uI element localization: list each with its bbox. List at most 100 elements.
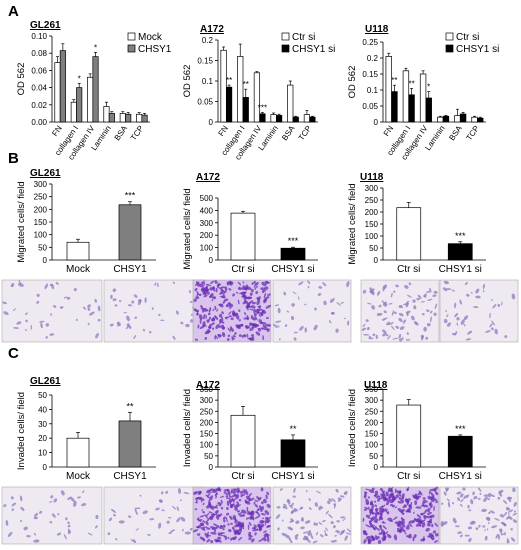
stained-cell <box>252 323 256 327</box>
stained-cell <box>324 529 327 536</box>
stained-cell <box>199 317 202 325</box>
stained-cell <box>338 498 342 502</box>
micrograph-background <box>272 279 352 343</box>
stained-cell <box>82 306 87 310</box>
stained-cell <box>243 317 249 320</box>
y-tick-label: 200 <box>365 418 379 427</box>
stained-cell <box>39 510 43 514</box>
stained-cell <box>240 511 243 514</box>
stained-cell <box>109 323 114 327</box>
stained-cell <box>81 503 87 507</box>
stained-cell <box>180 321 184 325</box>
stained-cell <box>493 517 500 521</box>
stained-cell <box>362 530 366 535</box>
stained-cell <box>426 308 428 312</box>
stained-cell <box>114 304 118 307</box>
stained-cell <box>232 488 237 493</box>
stained-cell <box>345 532 351 535</box>
stained-cell <box>144 297 147 303</box>
stained-cell <box>211 318 215 322</box>
stained-cell <box>336 520 340 523</box>
stained-cell <box>398 496 401 500</box>
stained-cell <box>471 520 475 524</box>
stained-cell <box>428 488 432 495</box>
stained-cell <box>402 524 406 528</box>
stained-cell <box>208 307 212 313</box>
stained-cell <box>459 531 463 534</box>
stained-cell <box>323 300 327 306</box>
stained-cell <box>369 489 375 494</box>
y-tick-label: 0 <box>209 118 214 127</box>
stained-cell <box>429 503 433 509</box>
y-tick-label: 250 <box>34 193 48 202</box>
stained-cell <box>127 304 133 307</box>
stained-cell <box>399 338 403 342</box>
stained-cell <box>87 532 93 536</box>
stained-cell <box>112 514 117 517</box>
bar <box>141 114 148 123</box>
stained-cell <box>435 491 439 496</box>
stained-cell <box>213 523 218 527</box>
stained-cell <box>391 310 395 316</box>
stained-cell <box>502 499 508 505</box>
stained-cell <box>392 337 399 340</box>
stained-cell <box>381 300 384 303</box>
chart-B-GL261: GL261 0 50 100 150 200 250 300 Migrated cells/ f… <box>16 168 156 275</box>
stained-cell <box>333 503 336 506</box>
stained-cell <box>252 529 259 532</box>
y-tick-label: 0.08 <box>31 49 47 58</box>
x-tick-label: FN <box>216 124 230 138</box>
stained-cell <box>500 530 503 534</box>
stained-cell <box>390 292 393 298</box>
y-tick-label: 300 <box>200 396 214 405</box>
micrograph-background <box>103 279 205 343</box>
stained-cell <box>218 514 222 517</box>
x-tick-label: FN <box>382 124 396 138</box>
stained-cell <box>451 502 455 505</box>
significance-label: ** <box>243 80 249 89</box>
micrograph-background <box>439 486 519 545</box>
stained-cell <box>464 281 468 286</box>
stained-cell <box>249 292 253 296</box>
stained-cell <box>33 532 37 536</box>
stained-cell <box>220 316 224 319</box>
stained-cell <box>370 289 375 296</box>
bar <box>136 113 143 123</box>
stained-cell <box>212 316 216 319</box>
legend-label: CHSY1 <box>138 44 172 55</box>
stained-cell <box>248 493 252 498</box>
stained-cell <box>263 298 267 304</box>
y-axis-label: Migrated cells/ field <box>16 181 27 262</box>
stained-cell <box>440 520 444 528</box>
stained-cell <box>383 522 386 524</box>
stained-cell <box>210 512 215 519</box>
stained-cell <box>251 301 256 305</box>
stained-cell <box>466 494 470 499</box>
stained-cell <box>223 519 226 523</box>
bar <box>125 113 132 123</box>
stained-cell <box>396 520 401 526</box>
bar <box>230 414 256 468</box>
stained-cell <box>198 293 202 297</box>
stained-cell <box>513 510 516 513</box>
stained-cell <box>394 488 397 494</box>
stained-cell <box>137 299 142 306</box>
chart-title: GL261 <box>30 168 61 179</box>
stained-cell <box>382 333 387 337</box>
stained-cell <box>277 527 280 531</box>
stained-cell <box>334 534 337 537</box>
stained-cell <box>425 291 432 293</box>
stained-cell <box>240 523 244 527</box>
stained-cell <box>430 316 432 323</box>
stained-cell <box>315 490 321 494</box>
stained-cell <box>293 337 297 341</box>
stained-cell <box>10 284 14 287</box>
stained-cell <box>366 326 370 331</box>
stained-cell <box>210 322 215 326</box>
stained-cell <box>406 486 410 492</box>
bar <box>118 420 142 468</box>
stained-cell <box>365 524 371 528</box>
stained-cell <box>266 328 270 332</box>
stained-cell <box>378 509 385 513</box>
